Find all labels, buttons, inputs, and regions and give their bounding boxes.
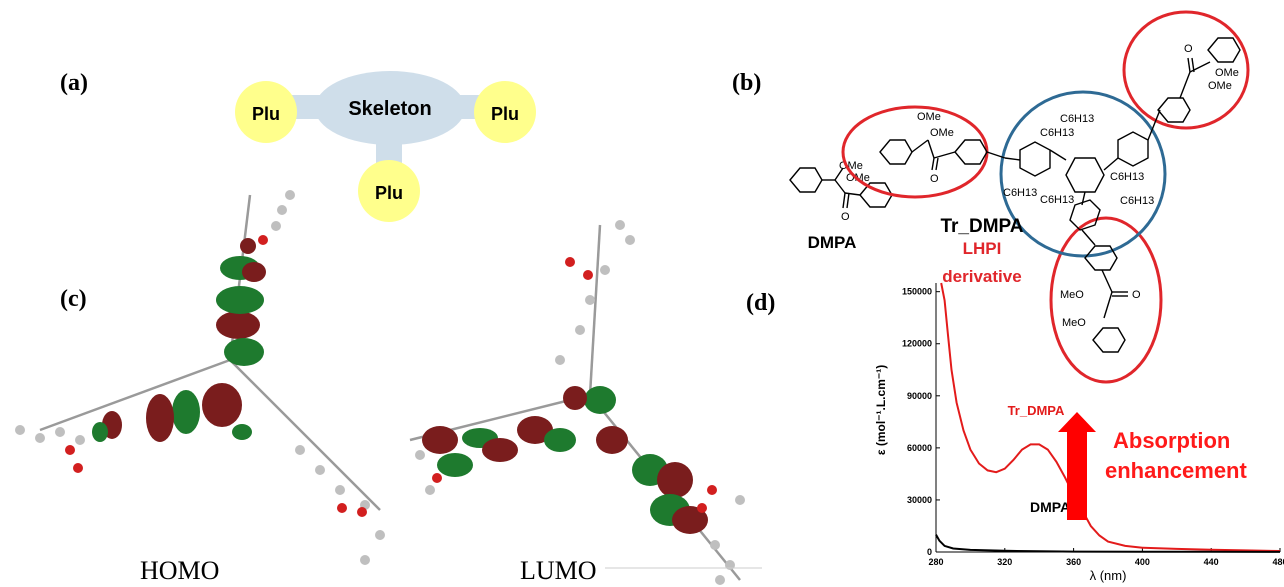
annotation-line2: enhancement <box>1105 458 1247 483</box>
homo-lobe <box>202 383 242 427</box>
left-ome-2: OMe <box>930 127 954 139</box>
lumo-lobe <box>657 462 693 498</box>
lumo-lobe <box>672 506 708 534</box>
lumo-molecule <box>409 220 745 585</box>
plugin-right <box>474 81 536 143</box>
x-tick-label: 480 <box>1272 557 1284 567</box>
lumo-lobe <box>596 426 628 454</box>
c6h13-label-6: C6H13 <box>1040 194 1074 206</box>
homo-lobe <box>92 422 108 442</box>
plugin-bottom-structure <box>1084 245 1128 353</box>
annotation-line1: Absorption <box>1113 428 1230 453</box>
c6h13-label-5: C6H13 <box>1003 187 1037 199</box>
series-line-dmpa <box>935 534 1281 553</box>
dmpa-o: O <box>841 211 850 223</box>
lumo-lobe <box>462 428 498 448</box>
y-tick-label: 30000 <box>907 495 932 505</box>
dmpa-ome-top: OMe <box>839 160 863 172</box>
x-tick-label: 280 <box>928 557 943 567</box>
homo-lobe <box>216 286 264 314</box>
panel-b-label: (b) <box>732 70 762 96</box>
homo-lobe <box>216 311 260 339</box>
lumo-label: LUMO <box>520 556 597 585</box>
y-tick-label: 0 <box>927 547 932 557</box>
skeleton-label: Skeleton <box>348 98 431 120</box>
chart-ylabel: ε (mol⁻¹.L.cm⁻¹) <box>874 365 888 455</box>
lumo-lobe <box>422 426 458 454</box>
plugin-topright-structure <box>1157 37 1241 123</box>
series-line-tr-dmpa <box>940 282 1281 552</box>
plugin-left <box>235 81 297 143</box>
panel-c-label: (c) <box>60 286 87 312</box>
skeleton-arm-vertical <box>376 100 402 190</box>
c6h13-label-1: C6H13 <box>1060 113 1094 125</box>
topright-o: O <box>1184 43 1193 55</box>
plugin-ellipse-left <box>841 105 989 199</box>
dmpa-ome-right: OMe <box>846 172 870 184</box>
y-tick-label: 120000 <box>902 339 932 349</box>
plugin-bottom <box>358 160 420 222</box>
skeleton-body <box>315 71 465 145</box>
homo-lobe <box>220 256 260 280</box>
x-tick-label: 440 <box>1204 557 1219 567</box>
core-skeleton <box>1004 109 1161 246</box>
lumo-lobe <box>517 416 553 444</box>
plugin-label-right: Plu <box>491 104 519 124</box>
y-tick-label: 90000 <box>907 391 932 401</box>
lumo-lobe <box>437 453 473 477</box>
bottom-meo-1: MeO <box>1060 289 1084 301</box>
dmpa-molecule <box>789 167 893 209</box>
homo-lobe <box>240 238 256 254</box>
lumo-lobe <box>584 386 616 414</box>
lhpi-line1: LHPI <box>963 239 1002 258</box>
homo-lobe <box>232 424 252 440</box>
chart-xlabel: λ (nm) <box>1090 568 1127 583</box>
series-label-tr-dmpa: Tr_DMPA <box>1008 403 1065 418</box>
enhancement-arrow <box>1058 412 1096 520</box>
lumo-lobe <box>482 438 518 462</box>
panel-a-label: (a) <box>60 70 88 96</box>
lumo-lobe <box>544 428 576 452</box>
lumo-lobe <box>650 494 690 526</box>
lumo-lobe <box>632 454 668 486</box>
tr-dmpa-label: Tr_DMPA <box>940 216 1023 237</box>
plugin-label-bottom: Plu <box>375 183 403 203</box>
lumo-lobe <box>563 386 587 410</box>
c6h13-label-4: C6H13 <box>1120 195 1154 207</box>
homo-lobe <box>146 394 174 442</box>
skeleton-arm-horizontal <box>290 95 490 119</box>
homo-label: HOMO <box>140 556 220 585</box>
topright-ome-2: OMe <box>1208 80 1232 92</box>
left-o: O <box>930 173 939 185</box>
core-circle <box>999 90 1167 258</box>
dmpa-label: DMPA <box>808 233 857 252</box>
plugin-left-structure <box>879 139 1006 171</box>
series-label-dmpa: DMPA <box>1030 499 1070 515</box>
topright-ome-1: OMe <box>1215 67 1239 79</box>
c6h13-label-2: C6H13 <box>1040 127 1074 139</box>
x-tick-label: 320 <box>997 557 1012 567</box>
lhpi-line2: derivative <box>942 267 1021 286</box>
panel-d-label: (d) <box>746 290 776 316</box>
x-tick-label: 360 <box>1066 557 1081 567</box>
homo-molecule <box>15 190 385 565</box>
plugin-ellipse-bottom <box>1049 216 1163 384</box>
plugin-label-left: Plu <box>252 104 280 124</box>
y-tick-label: 150000 <box>902 287 932 297</box>
bottom-o: O <box>1132 289 1141 301</box>
y-tick-label: 60000 <box>907 443 932 453</box>
bottom-meo-2: MeO <box>1062 317 1086 329</box>
homo-lobe <box>102 411 122 439</box>
c6h13-label-3: C6H13 <box>1110 171 1144 183</box>
homo-lobe <box>172 390 200 434</box>
homo-lobe <box>224 338 264 366</box>
x-tick-label: 400 <box>1135 557 1150 567</box>
left-ome-1: OMe <box>917 111 941 123</box>
plugin-ellipse-topright <box>1122 10 1250 130</box>
homo-lobe <box>242 262 266 282</box>
